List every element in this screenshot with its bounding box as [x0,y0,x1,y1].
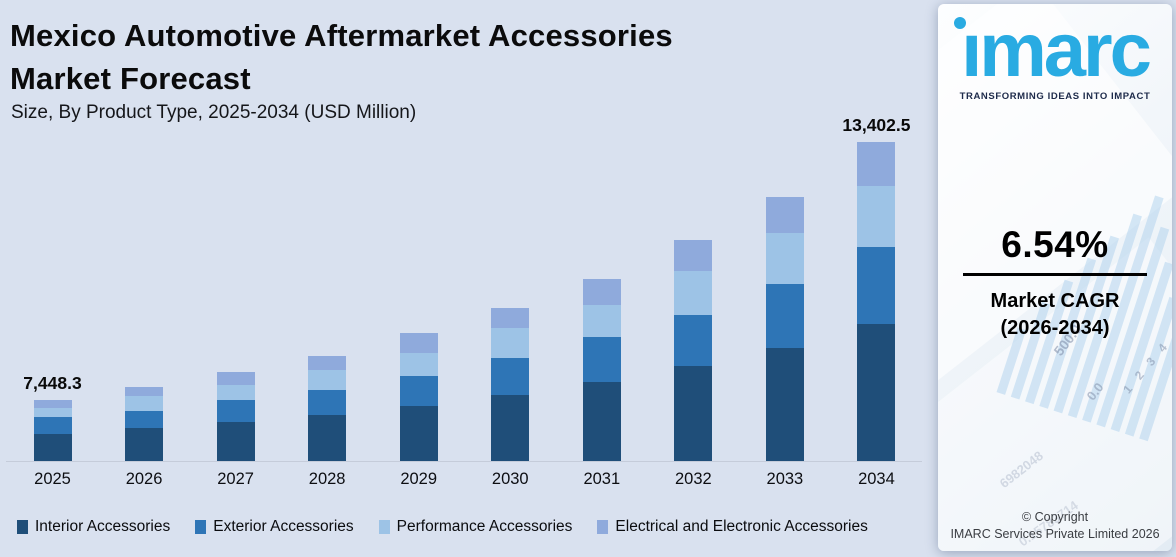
x-axis-label-2028: 2028 [308,470,346,488]
bar-segment-performance-accessories [582,305,621,337]
x-axis-label-2033: 2033 [766,470,804,488]
copyright: © Copyright IMARC Services Private Limit… [938,509,1172,543]
bar-segment-performance-accessories [308,370,347,390]
bar-2031 [582,279,621,461]
bar-segment-electrical-and-electronic-accessories [765,197,804,233]
bar-segment-interior-accessories [857,324,896,461]
bar-segment-interior-accessories [582,382,621,461]
bar-segment-interior-accessories [491,395,530,461]
bar-segment-exterior-accessories [33,417,72,434]
x-axis-label-2030: 2030 [491,470,529,488]
bar-2029 [399,333,438,461]
legend-item-exterior-accessories: Exterior Accessories [195,518,354,536]
bar-segment-exterior-accessories [216,400,255,422]
bar-2030 [491,308,530,461]
x-axis-label-2031: 2031 [583,470,621,488]
bar-segment-electrical-and-electronic-accessories [399,333,438,353]
bar-segment-interior-accessories [308,415,347,461]
legend-marker-icon [17,520,28,534]
bar-segment-electrical-and-electronic-accessories [674,240,713,271]
legend-label: Interior Accessories [35,518,171,535]
bar-segment-performance-accessories [857,186,896,247]
bar-segment-performance-accessories [33,408,72,417]
bar-segment-exterior-accessories [582,337,621,382]
title-line-1: Mexico Automotive Aftermarket Accessorie… [10,18,673,53]
logo-wordmark: ımarc [961,8,1152,93]
bar-2025 [33,400,72,461]
legend-label: Exterior Accessories [213,518,354,535]
bar-segment-performance-accessories [491,328,530,358]
cagr-label: Market CAGR [990,290,1120,312]
legend-marker-icon [195,520,207,534]
x-axis-label-2032: 2032 [674,470,712,488]
bar-segment-electrical-and-electronic-accessories [216,372,255,385]
bar-segment-electrical-and-electronic-accessories [33,400,72,408]
page-title: Mexico Automotive Aftermarket Accessorie… [10,14,673,100]
logo-tagline: TRANSFORMING IDEAS INTO IMPACT [959,91,1151,102]
title-line-2: Market Forecast [10,61,251,96]
bar-segment-interior-accessories [765,348,804,461]
bar-segment-performance-accessories [674,271,713,315]
legend-item-interior-accessories: Interior Accessories [17,518,170,536]
bar-segment-exterior-accessories [765,284,804,348]
legend-marker-icon [378,520,390,534]
legend-label: Performance Accessories [396,518,573,535]
bar-segment-exterior-accessories [491,358,530,395]
x-axis-line [6,461,922,462]
legend-item-performance-accessories: Performance Accessories [378,518,573,536]
brand-sidebar: 500.0 0.0 1 2 3 4 6982048 0.15783714 ımarc T… [938,4,1172,551]
cagr-value: 6.54% [1001,224,1109,265]
bar-segment-interior-accessories [33,434,72,461]
bar-segment-performance-accessories [125,396,164,411]
imarc-logo: ımarc [938,8,1172,94]
bar-segment-electrical-and-electronic-accessories [491,308,530,328]
x-axis-label-2025: 2025 [34,470,71,488]
x-axis-label-2029: 2029 [400,470,438,488]
bar-segment-interior-accessories [399,406,438,461]
legend-label: Electrical and Electronic Accessories [615,518,868,535]
bar-segment-electrical-and-electronic-accessories [857,142,896,186]
bar-segment-exterior-accessories [674,315,713,366]
bar-segment-performance-accessories [399,353,438,376]
bar-2034 [857,142,896,461]
bar-value-label-2025: 7,448.3 [23,373,82,393]
bar-2027 [216,372,255,461]
bar-segment-electrical-and-electronic-accessories [582,279,621,305]
legend-item-electrical-and-electronic-accessories: Electrical and Electronic Accessories [597,518,868,536]
bar-2026 [125,387,164,461]
cagr-divider [963,273,1147,276]
bar-segment-interior-accessories [216,422,255,461]
plot-area: Mexico Automotive Aftermarket Accessorie… [6,14,929,536]
copyright-line-2: IMARC Services Private Limited 2026 [950,527,1160,541]
bar-segment-performance-accessories [216,385,255,400]
legend: Interior Accessories Exterior Accessories… [17,518,929,536]
bar-2028 [308,356,347,461]
cagr-period: (2026-2034) [1000,317,1110,339]
bar-segment-interior-accessories [125,428,164,461]
bar-segment-exterior-accessories [399,376,438,406]
chart-subtitle: Size, By Product Type, 2025-2034 (USD Mi… [11,102,417,123]
bar-segment-exterior-accessories [125,411,164,428]
bar-segment-interior-accessories [674,366,713,461]
bar-segment-exterior-accessories [308,390,347,415]
copyright-line-1: © Copyright [1021,510,1089,524]
bar-segment-exterior-accessories [857,247,896,324]
legend-marker-icon [597,520,609,534]
x-axis-label-2034: 2034 [858,470,895,488]
logo-dot-icon [954,17,966,29]
cagr-block: 6.54% Market CAGR (2026-2034) [938,224,1172,342]
bar-segment-performance-accessories [765,233,804,284]
bar-segment-electrical-and-electronic-accessories [125,387,164,396]
bar-2033 [765,197,804,461]
x-axis-label-2026: 2026 [125,470,163,488]
x-axis-label-2027: 2027 [217,470,254,488]
bar-segment-electrical-and-electronic-accessories [308,356,347,370]
bar-value-label-2034: 13,402.5 [842,115,911,135]
bar-2032 [674,240,713,461]
